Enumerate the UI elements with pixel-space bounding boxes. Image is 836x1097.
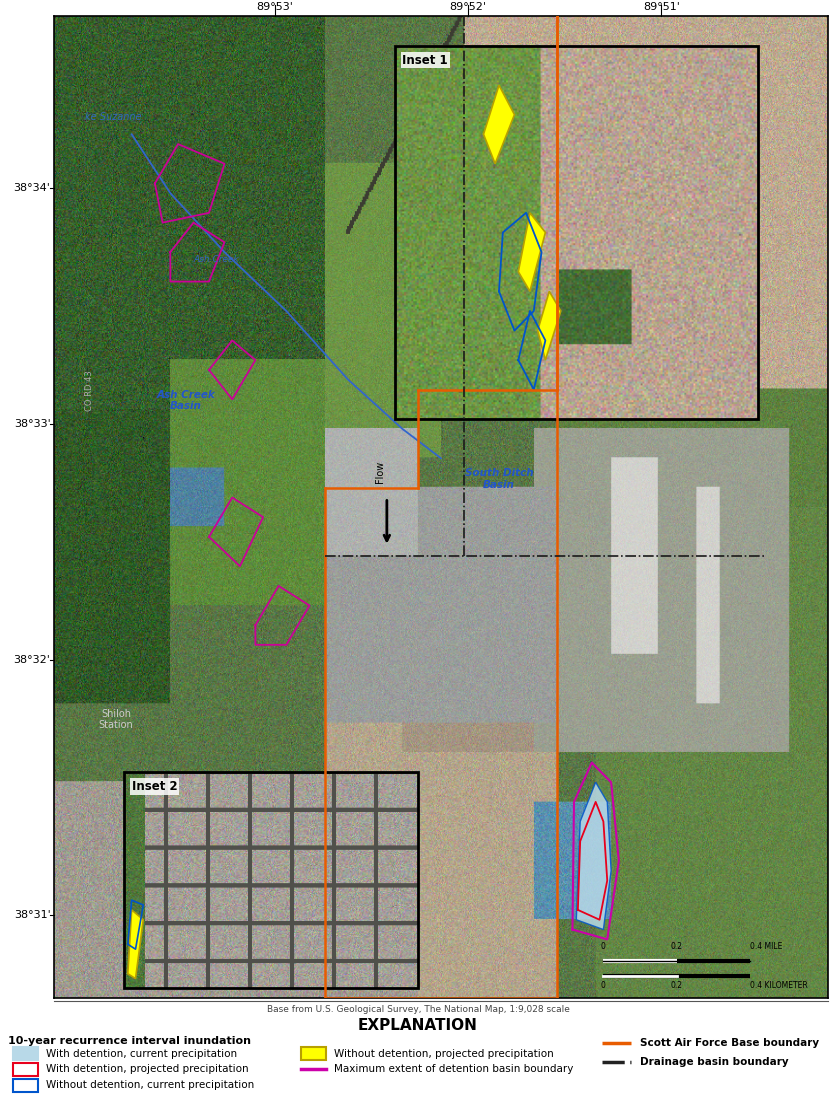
Text: Without detention, projected precipitation: Without detention, projected precipitati… [334, 1049, 554, 1059]
Text: CO RD 43: CO RD 43 [85, 371, 94, 411]
Text: 0.4 MILE: 0.4 MILE [750, 942, 782, 951]
Bar [13, 1078, 38, 1092]
Text: Without detention, current precipitation: Without detention, current precipitation [46, 1081, 254, 1090]
Text: 0.2: 0.2 [670, 982, 683, 991]
Text: Ash Creek
Basin: Ash Creek Basin [156, 389, 215, 411]
Text: 38°32': 38°32' [13, 655, 50, 665]
Text: 38°33': 38°33' [13, 419, 50, 429]
Text: ke Suzanne: ke Suzanne [85, 112, 142, 122]
Text: 0: 0 [601, 942, 606, 951]
Bar [13, 1048, 38, 1060]
Text: Maximum extent of detention basin boundary: Maximum extent of detention basin bounda… [334, 1064, 573, 1074]
Text: 89°53': 89°53' [257, 1, 293, 12]
Bar [301, 1048, 326, 1060]
Text: South Ditch
Basin: South Ditch Basin [465, 468, 533, 489]
Text: Inset 2: Inset 2 [131, 780, 177, 793]
Text: EXPLANATION: EXPLANATION [358, 1018, 478, 1033]
Text: 10-year recurrence interval inundation: 10-year recurrence interval inundation [8, 1036, 252, 1045]
Bar [124, 772, 418, 988]
Text: Base from U.S. Geological Survey, The National Map, 1:9,028 scale: Base from U.S. Geological Survey, The Na… [267, 1005, 569, 1015]
Polygon shape [128, 909, 143, 979]
Text: Shiloh
Station: Shiloh Station [99, 709, 134, 731]
Text: 0.4 KILOMETER: 0.4 KILOMETER [750, 982, 808, 991]
Text: 38°31': 38°31' [13, 909, 50, 919]
Text: 0.2: 0.2 [670, 942, 683, 951]
Text: 0: 0 [601, 982, 606, 991]
Text: Scott Air Force Base boundary: Scott Air Force Base boundary [640, 1038, 818, 1048]
Polygon shape [576, 782, 611, 929]
Text: With detention, current precipitation: With detention, current precipitation [46, 1049, 237, 1059]
Polygon shape [483, 86, 514, 163]
Text: Inset 1: Inset 1 [402, 54, 448, 67]
Text: Flow: Flow [375, 461, 385, 483]
Text: 89°52': 89°52' [450, 1, 487, 12]
Text: Drainage basin boundary: Drainage basin boundary [640, 1058, 788, 1067]
Bar [395, 46, 758, 419]
Text: 38°34': 38°34' [13, 183, 50, 193]
Text: 89°51': 89°51' [643, 1, 680, 12]
Text: Ash Creek: Ash Creek [193, 255, 239, 264]
Polygon shape [518, 213, 545, 292]
Polygon shape [538, 292, 561, 360]
Text: With detention, projected precipitation: With detention, projected precipitation [46, 1064, 248, 1074]
Bar [13, 1063, 38, 1076]
